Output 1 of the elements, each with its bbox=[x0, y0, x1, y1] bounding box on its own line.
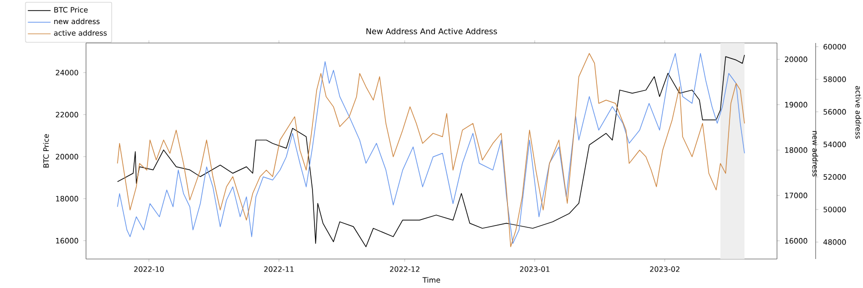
chart-title: New Address And Active Address bbox=[366, 28, 497, 34]
